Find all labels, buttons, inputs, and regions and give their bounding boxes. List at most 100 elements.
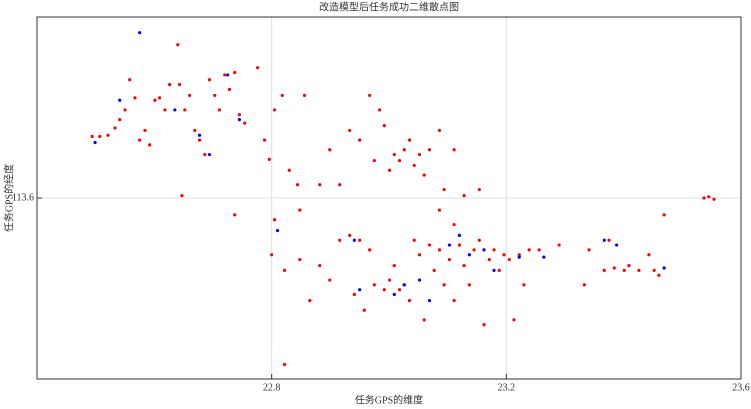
point: [243, 121, 247, 125]
point: [143, 128, 147, 133]
point: [457, 233, 461, 238]
point: [213, 93, 217, 98]
point: [348, 128, 352, 133]
point: [602, 238, 606, 242]
point: [707, 195, 711, 199]
point: [237, 117, 241, 122]
point: [622, 268, 626, 272]
point: [447, 257, 452, 262]
point: [487, 257, 491, 262]
point: [217, 108, 222, 112]
point: [362, 308, 366, 312]
point: [437, 248, 442, 252]
point: [298, 257, 302, 262]
point: [517, 253, 521, 257]
point: [90, 134, 94, 139]
point: [183, 108, 187, 112]
point: [193, 128, 197, 133]
point: [263, 138, 267, 142]
point: [467, 253, 471, 257]
point: [422, 318, 426, 322]
point: [387, 278, 392, 282]
point: [133, 96, 137, 100]
point: [352, 292, 356, 297]
point: [223, 73, 227, 77]
point: [318, 263, 322, 268]
point: [273, 108, 277, 112]
point: [502, 253, 506, 257]
point: [477, 187, 481, 192]
point: [273, 218, 277, 222]
point: [382, 124, 386, 128]
point: [153, 98, 157, 102]
point: [542, 255, 546, 259]
point: [358, 138, 362, 142]
point: [407, 298, 412, 303]
point: [637, 268, 641, 272]
point: [557, 243, 561, 247]
point: [372, 158, 376, 163]
point: [358, 288, 362, 292]
point: [402, 148, 406, 152]
point: [432, 268, 436, 272]
point: [472, 248, 476, 252]
point: [118, 117, 122, 122]
point: [412, 238, 416, 242]
point: [437, 208, 442, 212]
point: [298, 208, 302, 212]
point: [627, 263, 631, 268]
point: [295, 183, 300, 187]
point: [615, 243, 619, 247]
point: [177, 82, 182, 87]
point: [382, 288, 386, 292]
point: [233, 70, 237, 75]
point: [407, 138, 412, 142]
point: [372, 283, 376, 287]
point: [207, 152, 212, 157]
point: [180, 193, 184, 198]
point: [233, 213, 237, 217]
point: [378, 108, 382, 112]
point: [348, 233, 352, 238]
y-axis-label: 任务GPS的经度: [2, 164, 15, 232]
point: [607, 238, 611, 242]
point: [397, 158, 402, 163]
x-tick-label: 22.8: [263, 382, 281, 393]
point: [368, 248, 372, 252]
point: [203, 152, 207, 157]
point: [602, 268, 606, 272]
x-tick-label: 23.6: [732, 382, 750, 393]
point: [167, 82, 172, 87]
point: [452, 222, 456, 227]
point: [318, 183, 322, 187]
point: [118, 98, 122, 102]
point: [397, 288, 402, 292]
point: [106, 133, 110, 137]
point: [657, 273, 661, 277]
point: [442, 283, 446, 287]
point: [417, 152, 422, 157]
point: [427, 243, 432, 247]
point: [467, 283, 471, 287]
point: [173, 108, 177, 112]
point: [612, 266, 616, 270]
point: [128, 78, 132, 82]
point: [197, 133, 202, 137]
point: [275, 228, 280, 233]
point: [227, 87, 232, 91]
point: [163, 108, 167, 112]
point: [123, 108, 127, 112]
chart-title: 改造模型后任务成功二维散点图: [319, 0, 459, 13]
point: [308, 298, 312, 303]
point: [482, 248, 486, 252]
point: [207, 78, 212, 82]
point: [302, 93, 307, 98]
point: [702, 196, 706, 200]
point: [662, 213, 666, 217]
point: [352, 238, 356, 242]
point: [522, 283, 526, 287]
point: [282, 362, 287, 367]
point: [427, 298, 432, 303]
point: [267, 157, 271, 161]
